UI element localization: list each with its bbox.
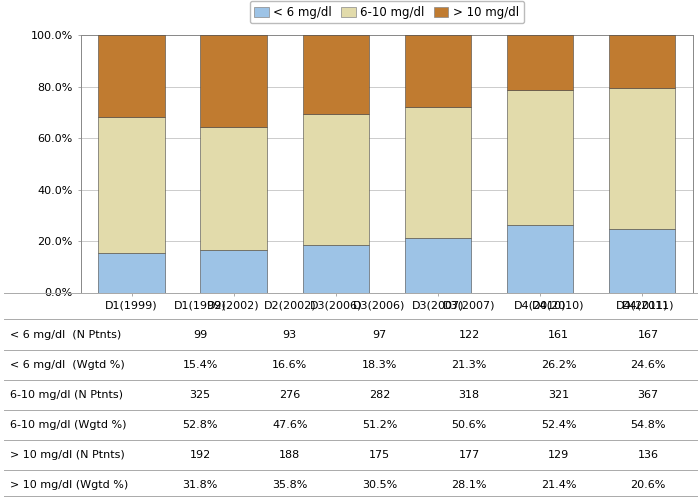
Text: > 10 mg/dl (N Ptnts): > 10 mg/dl (N Ptnts) <box>10 450 125 460</box>
Text: 51.2%: 51.2% <box>362 420 397 430</box>
Text: 6-10 mg/dl (Wgtd %): 6-10 mg/dl (Wgtd %) <box>10 420 127 430</box>
Text: 99: 99 <box>193 330 207 340</box>
Text: 97: 97 <box>372 330 386 340</box>
Text: 28.1%: 28.1% <box>452 480 486 490</box>
Text: 136: 136 <box>638 450 659 460</box>
Text: 161: 161 <box>548 330 569 340</box>
Bar <box>99 35 164 117</box>
Text: 282: 282 <box>369 390 390 400</box>
Text: 47.6%: 47.6% <box>272 420 307 430</box>
Text: D4(2010): D4(2010) <box>533 301 585 311</box>
Bar <box>405 238 471 292</box>
Text: 321: 321 <box>548 390 569 400</box>
Text: 21.3%: 21.3% <box>452 360 486 370</box>
Text: 20.6%: 20.6% <box>631 480 666 490</box>
Text: 93: 93 <box>283 330 297 340</box>
Text: 24.6%: 24.6% <box>631 360 666 370</box>
Text: 6-10 mg/dl (N Ptnts): 6-10 mg/dl (N Ptnts) <box>10 390 123 400</box>
Text: 367: 367 <box>638 390 659 400</box>
Text: > 10 mg/dl (Wgtd %): > 10 mg/dl (Wgtd %) <box>10 480 129 490</box>
Bar <box>302 114 369 246</box>
Text: D3(2006): D3(2006) <box>354 301 405 311</box>
Text: 50.6%: 50.6% <box>452 420 486 430</box>
Text: 54.8%: 54.8% <box>631 420 666 430</box>
Bar <box>405 35 471 108</box>
Bar <box>200 250 267 292</box>
Bar <box>507 35 573 90</box>
Text: 26.2%: 26.2% <box>541 360 576 370</box>
Text: 35.8%: 35.8% <box>272 480 307 490</box>
Bar <box>507 225 573 292</box>
Text: D4(2011): D4(2011) <box>622 301 674 311</box>
Bar <box>405 108 471 238</box>
Bar <box>200 35 267 127</box>
Bar <box>99 117 164 253</box>
Text: D2(2002): D2(2002) <box>263 301 316 311</box>
Bar <box>507 90 573 225</box>
Text: 318: 318 <box>458 390 480 400</box>
Text: 188: 188 <box>279 450 300 460</box>
Text: 129: 129 <box>548 450 569 460</box>
Text: D1(1999): D1(1999) <box>174 301 227 311</box>
Text: < 6 mg/dl  (Wgtd %): < 6 mg/dl (Wgtd %) <box>10 360 125 370</box>
Text: 16.6%: 16.6% <box>272 360 307 370</box>
Text: 18.3%: 18.3% <box>362 360 397 370</box>
Text: 31.8%: 31.8% <box>183 480 218 490</box>
Bar <box>609 35 675 88</box>
Bar <box>200 127 267 250</box>
Text: 52.4%: 52.4% <box>541 420 576 430</box>
Text: 52.8%: 52.8% <box>183 420 218 430</box>
Text: 30.5%: 30.5% <box>362 480 397 490</box>
Text: D3(2007): D3(2007) <box>442 301 496 311</box>
Text: 21.4%: 21.4% <box>541 480 576 490</box>
Text: 177: 177 <box>458 450 480 460</box>
Bar <box>99 253 164 292</box>
Bar <box>609 88 675 229</box>
Bar <box>302 35 369 114</box>
Bar <box>302 246 369 292</box>
Text: 167: 167 <box>638 330 659 340</box>
Text: 175: 175 <box>369 450 390 460</box>
Text: < 6 mg/dl  (N Ptnts): < 6 mg/dl (N Ptnts) <box>10 330 122 340</box>
Text: 122: 122 <box>458 330 480 340</box>
Text: 276: 276 <box>279 390 300 400</box>
Text: 325: 325 <box>190 390 211 400</box>
Text: 192: 192 <box>190 450 211 460</box>
Legend: < 6 mg/dl, 6-10 mg/dl, > 10 mg/dl: < 6 mg/dl, 6-10 mg/dl, > 10 mg/dl <box>250 1 524 24</box>
Bar <box>609 229 675 292</box>
Text: 15.4%: 15.4% <box>183 360 218 370</box>
